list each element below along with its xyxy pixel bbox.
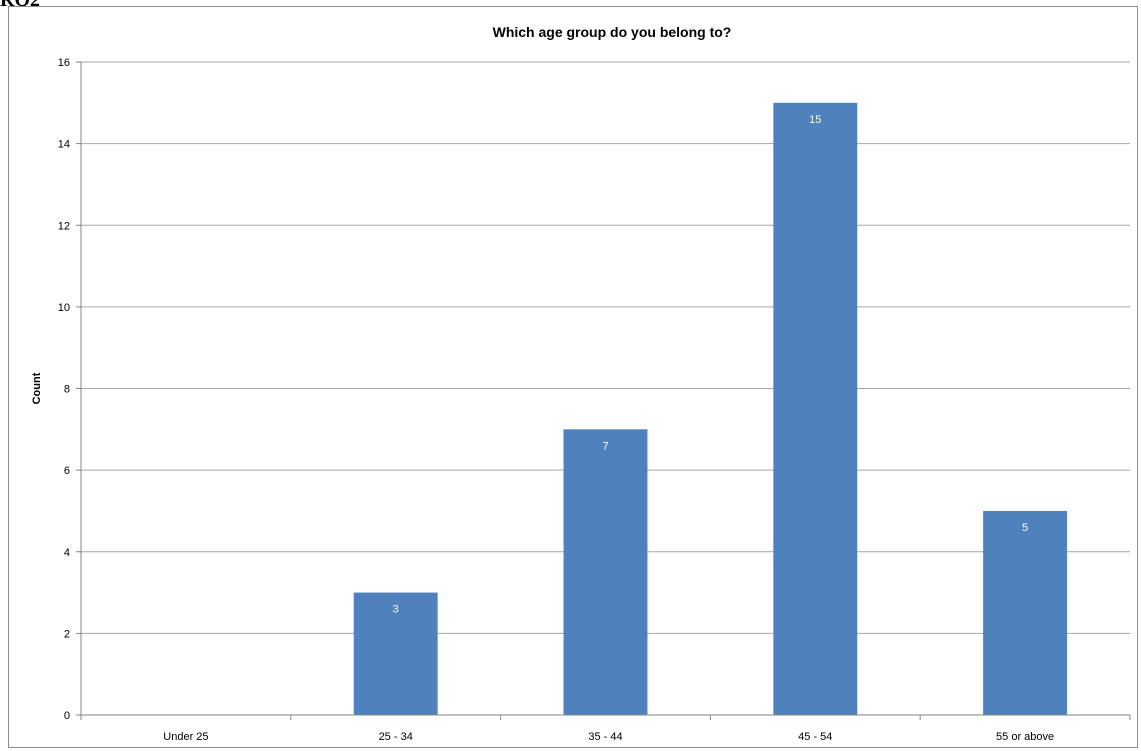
x-tick-label: 45 - 54 [798,731,832,743]
bar [773,102,858,715]
x-tick-label: 55 or above [996,731,1054,743]
bars [353,102,1068,715]
y-tick-label: 12 [58,220,70,232]
y-tick-label: 8 [64,384,70,396]
y-tick-label: 6 [64,465,70,477]
bar [983,510,1068,715]
bar [563,429,648,715]
x-tick-label: 35 - 44 [588,731,622,743]
x-tick-label: 25 - 34 [379,731,413,743]
bar-value-label: 3 [393,604,399,616]
y-tick-label: 10 [58,302,70,314]
bar [353,592,438,715]
labels: 0 2 4 6 8 10 12 14 16 Under 25 3 25 - 34 7 35 - 44 15 4… [58,57,1054,743]
y-tick-label: 16 [58,57,70,69]
y-axis-label: Count [31,372,43,404]
y-tick-label: 2 [64,628,70,640]
y-tick-label: 4 [64,547,70,559]
page-label: RQ2 [0,0,40,10]
bar-value-label: 15 [809,114,821,126]
x-tick-label: Under 25 [163,731,208,743]
bar-value-label: 5 [1022,522,1028,534]
y-tick-label: 14 [58,139,70,151]
bar-value-label: 7 [602,440,608,452]
axes [76,61,1131,720]
chart-title: Which age group do you belong to? [493,24,732,40]
y-tick-label: 0 [64,710,70,722]
